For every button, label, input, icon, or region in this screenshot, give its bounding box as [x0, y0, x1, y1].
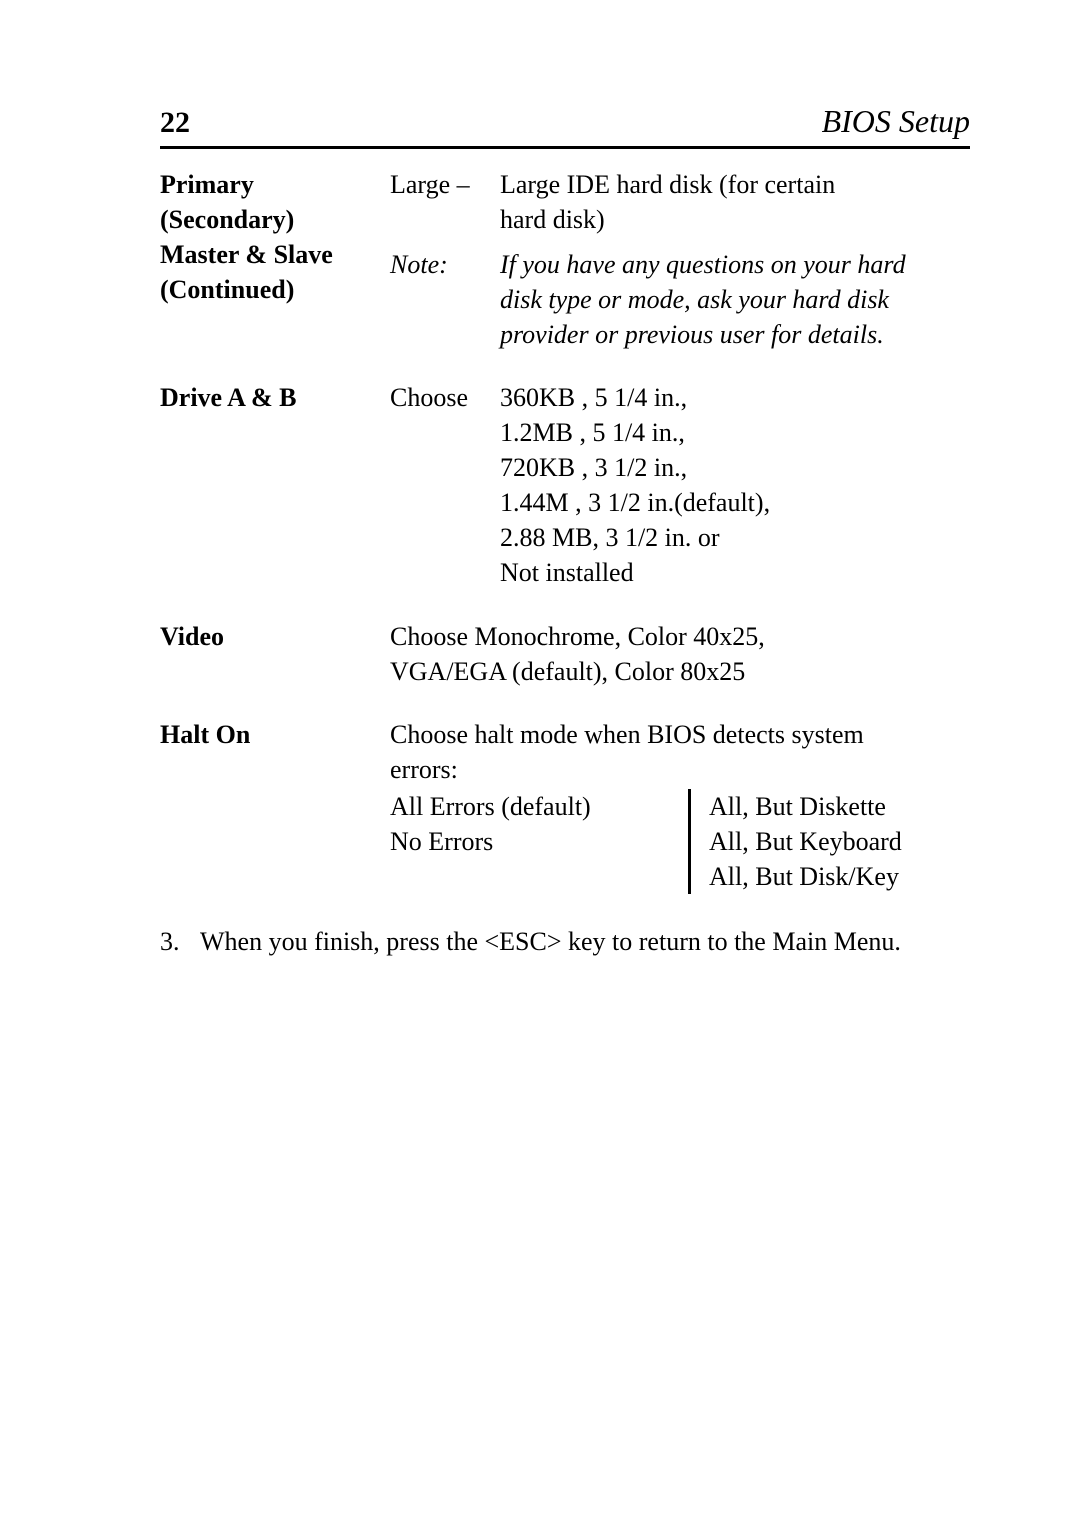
entry-video-label: Video: [160, 619, 390, 654]
choose-key: Choose: [390, 380, 500, 415]
entry-video: Video Choose Monochrome, Color 40x25, VG…: [160, 619, 970, 689]
row-choose: Choose 360KB , 5 1/4 in., 1.2MB , 5 1/4 …: [390, 380, 970, 591]
large-val: Large IDE hard disk (for certain hard di…: [500, 167, 970, 237]
entry-halt-label: Halt On: [160, 717, 390, 752]
text-line: VGA/EGA (default), Color 80x25: [390, 654, 970, 689]
text-line: 1.44M , 3 1/2 in.(default),: [500, 485, 970, 520]
footer-num: 3.: [160, 924, 200, 959]
label-line: (Continued): [160, 272, 390, 307]
page-number: 22: [160, 103, 190, 144]
entry-halt: Halt On Choose halt mode when BIOS detec…: [160, 717, 970, 894]
text-line: hard disk): [500, 202, 970, 237]
halt-columns: All Errors (default) No Errors All, But …: [390, 789, 970, 894]
entry-primary-label: Primary (Secondary) Master & Slave (Cont…: [160, 167, 390, 307]
entry-drive-body: Choose 360KB , 5 1/4 in., 1.2MB , 5 1/4 …: [390, 380, 970, 591]
text-line: Choose halt mode when BIOS detects syste…: [390, 717, 970, 752]
text-line: 720KB , 3 1/2 in.,: [500, 450, 970, 485]
footer-text: When you finish, press the <ESC> key to …: [200, 924, 970, 959]
page-header: 22 BIOS Setup: [160, 100, 970, 149]
row-large: Large – Large IDE hard disk (for certain…: [390, 167, 970, 237]
page-title: BIOS Setup: [822, 100, 970, 143]
label-line: Master & Slave: [160, 237, 390, 272]
label-line: Primary: [160, 167, 390, 202]
text-line: provider or previous user for details.: [500, 317, 970, 352]
halt-right: All, But Diskette All, But Keyboard All,…: [709, 789, 970, 894]
row-note: Note: If you have any questions on your …: [390, 247, 970, 352]
text-line: Not installed: [500, 555, 970, 590]
entry-drive-label: Drive A & B: [160, 380, 390, 415]
text-line: 2.88 MB, 3 1/2 in. or: [500, 520, 970, 555]
note-val: If you have any questions on your hard d…: [500, 247, 970, 352]
choose-val: 360KB , 5 1/4 in., 1.2MB , 5 1/4 in., 72…: [500, 380, 970, 591]
text-line: All, But Keyboard: [709, 824, 970, 859]
label-line: (Secondary): [160, 202, 390, 237]
text-line: All Errors (default): [390, 789, 670, 824]
large-key: Large –: [390, 167, 500, 202]
halt-separator: [688, 789, 691, 894]
text-line: Large IDE hard disk (for certain: [500, 167, 970, 202]
text-line: No Errors: [390, 824, 670, 859]
entry-primary: Primary (Secondary) Master & Slave (Cont…: [160, 167, 970, 352]
halt-left: All Errors (default) No Errors: [390, 789, 670, 894]
text-line: Choose Monochrome, Color 40x25,: [390, 619, 970, 654]
text-line: disk type or mode, ask your hard disk: [500, 282, 970, 317]
text-line: 1.2MB , 5 1/4 in.,: [500, 415, 970, 450]
entry-primary-body: Large – Large IDE hard disk (for certain…: [390, 167, 970, 352]
footer-item: 3. When you finish, press the <ESC> key …: [160, 924, 970, 959]
note-key: Note:: [390, 247, 500, 282]
entry-halt-body: Choose halt mode when BIOS detects syste…: [390, 717, 970, 894]
text-line: errors:: [390, 752, 970, 787]
text-line: All, But Disk/Key: [709, 859, 970, 894]
text-line: If you have any questions on your hard: [500, 247, 970, 282]
entry-video-body: Choose Monochrome, Color 40x25, VGA/EGA …: [390, 619, 970, 689]
entry-drive: Drive A & B Choose 360KB , 5 1/4 in., 1.…: [160, 380, 970, 591]
text-line: 360KB , 5 1/4 in.,: [500, 380, 970, 415]
text-line: All, But Diskette: [709, 789, 970, 824]
